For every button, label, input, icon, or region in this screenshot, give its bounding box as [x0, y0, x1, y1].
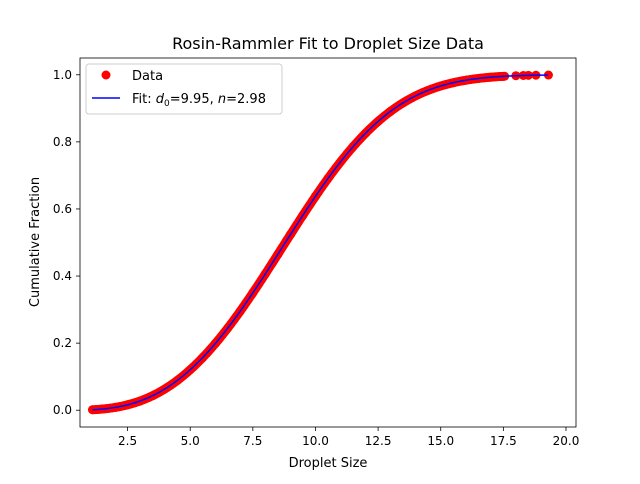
x-axis-label: Droplet Size: [289, 456, 368, 471]
chart-title: Rosin-Rammler Fit to Droplet Size Data: [172, 34, 484, 53]
legend-fit-d-symbol: d: [156, 92, 165, 107]
x-tick-label: 17.5: [490, 434, 517, 448]
x-tick-label: 7.5: [243, 434, 262, 448]
x-axis: 2.5 5.0 7.5 10.0 12.5 15.0 17.5 20.0: [118, 427, 579, 448]
y-tick-label: 0.8: [53, 135, 72, 149]
legend: Data Fit: d0=9.95, n=2.98: [85, 63, 283, 115]
legend-box: [85, 63, 283, 115]
legend-fit-n-symbol: n: [218, 92, 226, 107]
y-axis: 0.0 0.2 0.4 0.6 0.8 1.0: [53, 68, 80, 417]
legend-data-label: Data: [132, 69, 163, 84]
y-tick-label: 0.0: [53, 403, 72, 417]
x-tick-label: 5.0: [181, 434, 200, 448]
legend-fit-n-value: =2.98: [226, 92, 266, 107]
y-tick-label: 0.6: [53, 202, 72, 216]
y-tick-label: 0.4: [53, 269, 72, 283]
plot-area: [88, 70, 553, 415]
y-axis-label: Cumulative Fraction: [28, 177, 43, 307]
legend-fit-label: Fit: d0=9.95, n=2.98: [132, 92, 266, 109]
legend-fit-d-subscript: 0: [164, 99, 170, 109]
y-tick-label: 0.2: [53, 336, 72, 350]
fit-series: [92, 74, 549, 411]
legend-data-marker: [101, 70, 111, 80]
plot-frame: [79, 57, 577, 428]
y-tick-label: 1.0: [53, 68, 72, 82]
x-tick-label: 10.0: [302, 434, 329, 448]
x-tick-label: 20.0: [553, 434, 580, 448]
legend-fit-d-value: =9.95,: [170, 92, 218, 107]
x-tick-label: 12.5: [365, 434, 392, 448]
fit-line: [92, 74, 549, 411]
legend-fit-prefix: Fit:: [132, 92, 156, 107]
x-tick-label: 2.5: [118, 434, 137, 448]
x-tick-label: 15.0: [427, 434, 454, 448]
